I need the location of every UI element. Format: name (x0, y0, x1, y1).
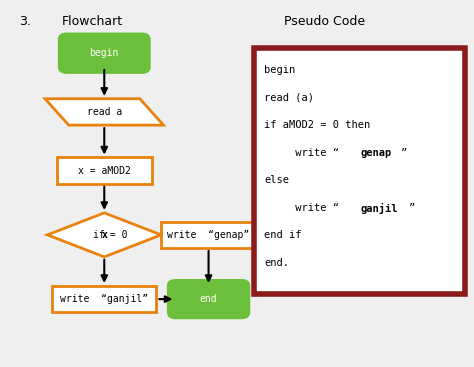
FancyBboxPatch shape (254, 48, 465, 294)
FancyBboxPatch shape (52, 286, 156, 312)
Text: end: end (200, 294, 218, 304)
Text: if aMOD2 = 0 then: if aMOD2 = 0 then (264, 120, 370, 130)
Text: begin: begin (90, 48, 119, 58)
Text: write  “ganjil”: write “ganjil” (60, 294, 148, 304)
Text: x = aMOD2: x = aMOD2 (78, 166, 131, 176)
Text: ”: ” (409, 203, 415, 213)
Text: x: x (101, 230, 108, 240)
Text: end.: end. (264, 258, 289, 268)
Text: if: if (93, 230, 111, 240)
Text: = 0: = 0 (104, 230, 128, 240)
Text: else: else (264, 175, 289, 185)
Text: genap: genap (361, 148, 392, 158)
Text: write  “genap”: write “genap” (167, 230, 250, 240)
FancyBboxPatch shape (168, 280, 249, 318)
Text: ”: ” (401, 148, 407, 158)
Text: read (a): read (a) (264, 93, 314, 103)
FancyBboxPatch shape (57, 157, 152, 184)
Text: write “: write “ (264, 148, 339, 158)
Text: begin: begin (264, 65, 295, 75)
Text: ganjil: ganjil (361, 203, 398, 214)
Text: Pseudo Code: Pseudo Code (284, 15, 365, 28)
Text: 3.: 3. (19, 15, 31, 28)
Text: write “: write “ (264, 203, 339, 213)
Polygon shape (45, 99, 164, 125)
Text: Flowchart: Flowchart (62, 15, 123, 28)
Polygon shape (47, 213, 161, 257)
FancyBboxPatch shape (161, 222, 256, 248)
Text: read a: read a (87, 107, 122, 117)
Text: end if: end if (264, 230, 301, 240)
FancyBboxPatch shape (59, 34, 149, 73)
